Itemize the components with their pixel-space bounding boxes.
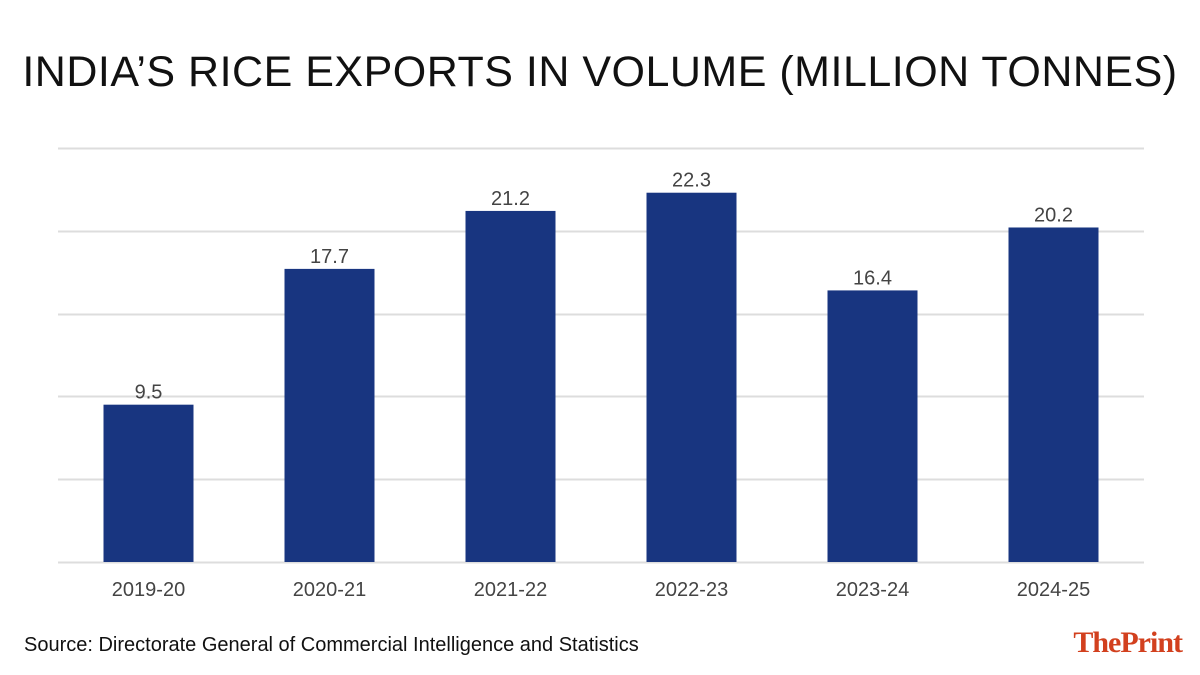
data-label-2022-23: 22.3 — [672, 170, 711, 192]
data-label-2020-21: 17.7 — [310, 246, 349, 268]
source-note: Source: Directorate General of Commercia… — [24, 634, 639, 656]
bar-2024-25 — [1008, 227, 1099, 562]
x-tick-label-2023-24: 2023-24 — [836, 579, 909, 601]
data-label-2023-24: 16.4 — [853, 267, 892, 289]
data-label-2024-25: 20.2 — [1034, 204, 1073, 226]
bar-2020-21 — [284, 268, 375, 562]
data-label-2021-22: 21.2 — [491, 188, 530, 210]
bar-2023-24 — [827, 290, 918, 562]
data-label-2019-20: 9.5 — [135, 382, 163, 404]
x-tick-label-2024-25: 2024-25 — [1017, 579, 1090, 601]
x-tick-label-2019-20: 2019-20 — [112, 579, 185, 601]
chart-title: INDIA’S RICE EXPORTS IN VOLUME (MILLION … — [22, 48, 1178, 96]
brand-logo-print: Print — [1120, 626, 1183, 659]
x-tick-label-2022-23: 2022-23 — [655, 579, 728, 601]
brand-logo-the: The — [1073, 626, 1121, 659]
bar-2022-23 — [646, 192, 737, 562]
x-tick-label-2021-22: 2021-22 — [474, 579, 547, 601]
x-tick-label-2020-21: 2020-21 — [293, 579, 366, 601]
bar-2019-20 — [103, 404, 194, 562]
bar-2021-22 — [465, 210, 556, 563]
brand-logo: ThePrint — [1073, 626, 1183, 660]
bar-chart: 9.5 2019-20 17.7 2020-21 21.2 2021-22 22.3 2022… — [58, 147, 1144, 601]
